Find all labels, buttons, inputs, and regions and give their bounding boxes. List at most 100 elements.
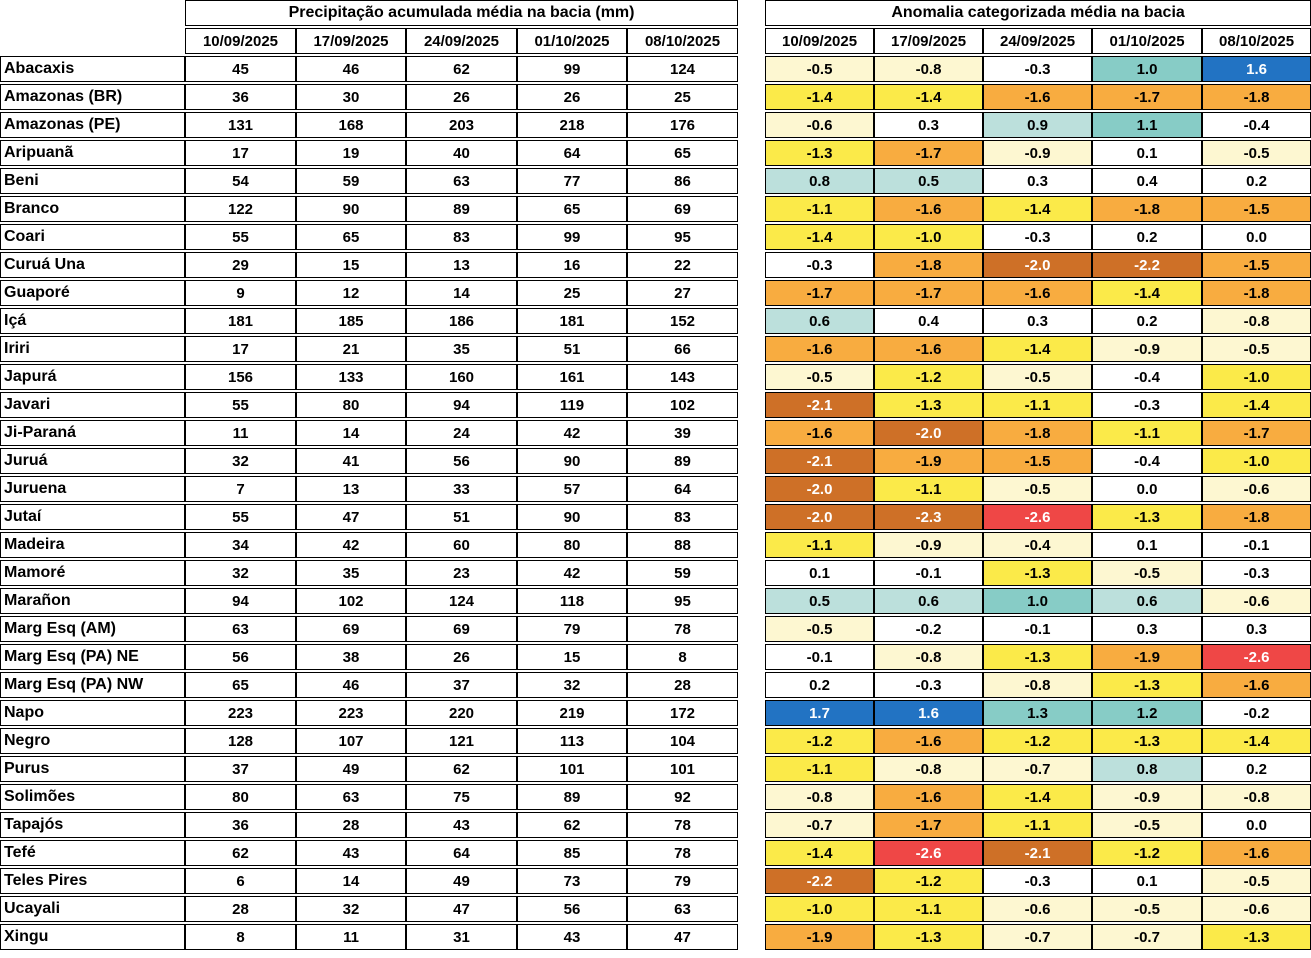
precip-value-cell: 37 <box>185 756 296 782</box>
anomaly-value-cell: -0.8 <box>874 56 984 82</box>
table-row: Iriri 17 21 35 51 66 <box>0 336 739 362</box>
precip-value-cell: 39 <box>627 420 739 446</box>
anomaly-value-cell: -1.3 <box>1092 504 1203 530</box>
anomaly-value-cell: -0.6 <box>1202 896 1311 922</box>
basin-name: Juruena <box>0 476 185 502</box>
precip-value-cell: 218 <box>517 112 627 138</box>
table-row: Ji-Paraná 11 14 24 42 39 <box>0 420 739 446</box>
precip-value-cell: 27 <box>627 280 739 306</box>
precip-value-cell: 62 <box>185 840 296 866</box>
anomaly-value-cell: -1.2 <box>983 728 1093 754</box>
precip-value-cell: 99 <box>517 224 627 250</box>
anomaly-value-cell: -0.5 <box>1092 812 1203 838</box>
table-row: -1.9 -1.3 -0.7 -0.7 -1.3 <box>765 924 1311 950</box>
table-row: -1.3 -1.7 -0.9 0.1 -0.5 <box>765 140 1311 166</box>
table-row: Amazonas (PE) 131 168 203 218 176 <box>0 112 739 138</box>
anomaly-value-cell: -1.5 <box>983 448 1093 474</box>
table-row: Içá 181 185 186 181 152 <box>0 308 739 334</box>
precip-value-cell: 86 <box>627 168 739 194</box>
precipitation-title-row: Precipitação acumulada média na bacia (m… <box>0 0 739 26</box>
basin-name: Abacaxis <box>0 56 185 82</box>
precip-value-cell: 219 <box>517 700 627 726</box>
anomaly-value-cell: -1.7 <box>874 140 984 166</box>
table-row: -1.4 -1.0 -0.3 0.2 0.0 <box>765 224 1311 250</box>
precip-value-cell: 186 <box>406 308 517 334</box>
basin-name: Marg Esq (PA) NW <box>0 672 185 698</box>
precip-value-cell: 101 <box>627 756 739 782</box>
precip-value-cell: 15 <box>517 644 627 670</box>
date-header-cell: 08/10/2025 <box>1202 28 1311 54</box>
precip-value-cell: 35 <box>406 336 517 362</box>
anomaly-value-cell: -2.2 <box>1092 252 1203 278</box>
anomaly-value-cell: 0.2 <box>1092 308 1203 334</box>
anomaly-value-cell: 0.0 <box>1202 224 1311 250</box>
table-row: Jutaí 55 47 51 90 83 <box>0 504 739 530</box>
anomaly-value-cell: 0.6 <box>765 308 875 334</box>
precip-value-cell: 37 <box>406 672 517 698</box>
anomaly-value-cell: -1.7 <box>874 280 984 306</box>
table-row: Tefé 62 43 64 85 78 <box>0 840 739 866</box>
anomaly-value-cell: -1.6 <box>983 84 1093 110</box>
date-header-cell: 17/09/2025 <box>874 28 984 54</box>
precip-value-cell: 78 <box>627 616 739 642</box>
date-header-cell: 10/09/2025 <box>765 28 875 54</box>
precip-value-cell: 55 <box>185 504 296 530</box>
anomaly-value-cell: -1.8 <box>1202 84 1311 110</box>
precip-value-cell: 223 <box>296 700 406 726</box>
date-header-cell: 24/09/2025 <box>983 28 1093 54</box>
precip-value-cell: 56 <box>185 644 296 670</box>
anomaly-value-cell: -2.3 <box>874 504 984 530</box>
date-header-cell: 01/10/2025 <box>1092 28 1203 54</box>
anomaly-body: -0.5 -0.8 -0.3 1.0 1.6 -1.4 -1.4 -1.6 -1.7 -1.8 -0… <box>765 56 1311 950</box>
table-row: -1.2 -1.6 -1.2 -1.3 -1.4 <box>765 728 1311 754</box>
anomaly-value-cell: -0.5 <box>765 56 875 82</box>
anomaly-value-cell: -1.3 <box>1202 924 1311 950</box>
anomaly-value-cell: 1.7 <box>765 700 875 726</box>
table-row: -1.1 -1.6 -1.4 -1.8 -1.5 <box>765 196 1311 222</box>
precip-value-cell: 69 <box>406 616 517 642</box>
precip-value-cell: 95 <box>627 224 739 250</box>
anomaly-value-cell: 0.5 <box>765 588 875 614</box>
precip-value-cell: 49 <box>406 868 517 894</box>
precip-value-cell: 223 <box>185 700 296 726</box>
precip-value-cell: 56 <box>406 448 517 474</box>
basin-name: Branco <box>0 196 185 222</box>
precip-value-cell: 185 <box>296 308 406 334</box>
anomaly-value-cell: 0.3 <box>983 308 1093 334</box>
precip-value-cell: 11 <box>296 924 406 950</box>
anomaly-value-cell: -0.3 <box>765 252 875 278</box>
precip-value-cell: 11 <box>185 420 296 446</box>
anomaly-value-cell: -1.6 <box>765 336 875 362</box>
precip-value-cell: 43 <box>406 812 517 838</box>
anomaly-value-cell: -0.7 <box>765 812 875 838</box>
table-row: -0.7 -1.7 -1.1 -0.5 0.0 <box>765 812 1311 838</box>
corner-cell <box>0 28 185 54</box>
table-row: -1.4 -1.4 -1.6 -1.7 -1.8 <box>765 84 1311 110</box>
precip-value-cell: 69 <box>627 196 739 222</box>
precip-value-cell: 119 <box>517 392 627 418</box>
anomaly-value-cell: -0.6 <box>1202 476 1311 502</box>
precip-value-cell: 102 <box>296 588 406 614</box>
anomaly-value-cell: -1.1 <box>874 896 984 922</box>
anomaly-value-cell: -1.0 <box>874 224 984 250</box>
precip-value-cell: 78 <box>627 840 739 866</box>
anomaly-value-cell: 1.0 <box>983 588 1093 614</box>
precip-value-cell: 172 <box>627 700 739 726</box>
table-row: Beni 54 59 63 77 86 <box>0 168 739 194</box>
anomaly-value-cell: 0.1 <box>1092 140 1203 166</box>
anomaly-value-cell: -1.6 <box>1202 840 1311 866</box>
precip-value-cell: 26 <box>517 84 627 110</box>
table-row: -1.6 -2.0 -1.8 -1.1 -1.7 <box>765 420 1311 446</box>
anomaly-value-cell: -1.8 <box>1092 196 1203 222</box>
anomaly-value-cell: -0.5 <box>765 364 875 390</box>
precip-value-cell: 26 <box>406 644 517 670</box>
anomaly-value-cell: -2.0 <box>765 476 875 502</box>
precip-value-cell: 66 <box>627 336 739 362</box>
anomaly-value-cell: -0.5 <box>1092 896 1203 922</box>
precip-value-cell: 89 <box>406 196 517 222</box>
anomaly-value-cell: 0.3 <box>874 112 984 138</box>
anomaly-value-cell: 0.9 <box>983 112 1093 138</box>
anomaly-value-cell: -1.3 <box>874 392 984 418</box>
precip-value-cell: 94 <box>406 392 517 418</box>
